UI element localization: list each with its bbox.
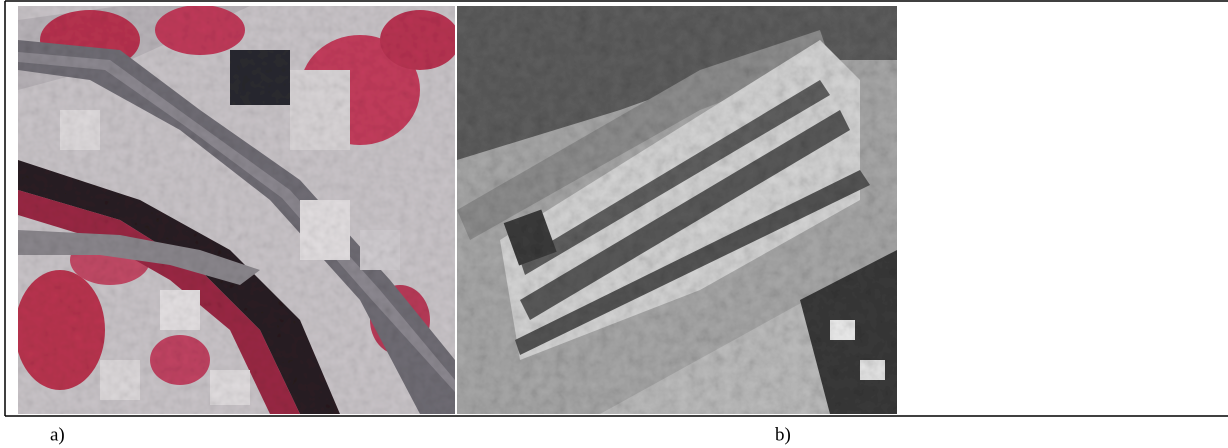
- panel-caption: b): [775, 424, 791, 445]
- aerial-image-a: [18, 6, 455, 414]
- aerial-image-b: [457, 6, 897, 414]
- panel-caption: a): [50, 424, 65, 445]
